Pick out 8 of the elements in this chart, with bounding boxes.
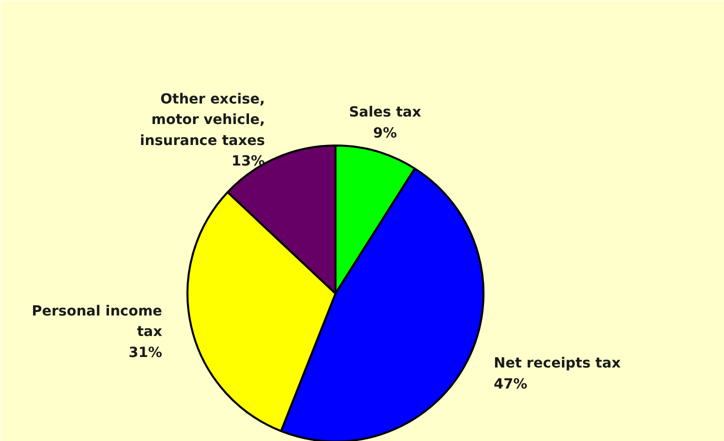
slice-label: Net receipts tax [494,356,621,372]
data-label: 13% [231,154,265,170]
slice-label: Sales tax [348,104,422,121]
slice-label: Other excise, motor vehicle, insurance taxes [140,91,265,149]
data-label: 47% [494,376,528,393]
data-label: 9% [373,125,397,142]
slice-label: Personal income tax [32,303,162,340]
data-label: 31% [128,345,162,362]
